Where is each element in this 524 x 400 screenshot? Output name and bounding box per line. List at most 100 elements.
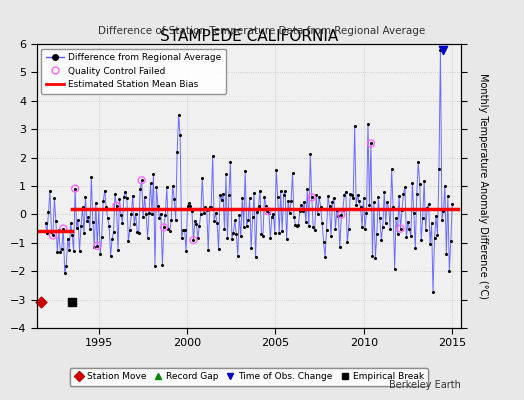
Point	[358, 224, 366, 230]
Point	[263, 208, 271, 214]
Point	[324, 193, 332, 200]
Point	[257, 231, 266, 238]
Point	[349, 194, 357, 201]
Point	[182, 247, 190, 254]
Point	[93, 243, 102, 249]
Point	[145, 210, 153, 216]
Point	[37, 299, 45, 306]
Point	[127, 210, 136, 217]
Point	[291, 222, 300, 228]
Point	[115, 196, 124, 202]
Point	[151, 263, 159, 269]
Point	[340, 192, 348, 198]
Point	[43, 230, 51, 236]
Point	[421, 227, 430, 233]
Point	[171, 217, 180, 223]
Point	[146, 180, 155, 186]
Point	[351, 122, 359, 129]
Point	[374, 194, 383, 201]
Point	[112, 203, 121, 209]
Point	[302, 219, 310, 226]
Point	[135, 230, 143, 236]
Point	[297, 202, 305, 208]
Point	[278, 228, 287, 234]
Point	[263, 208, 271, 214]
Point	[166, 228, 174, 235]
Point	[376, 215, 384, 221]
Point	[110, 229, 118, 235]
Point	[102, 204, 111, 210]
Point	[49, 232, 57, 239]
Point	[222, 171, 230, 178]
Point	[226, 159, 235, 166]
Point	[61, 270, 69, 276]
Point	[320, 239, 328, 245]
Point	[74, 217, 82, 223]
Point	[370, 199, 378, 206]
Point	[126, 227, 134, 233]
Point	[402, 234, 411, 240]
Point	[117, 212, 125, 218]
Point	[387, 166, 396, 172]
Point	[403, 218, 412, 225]
Point	[189, 237, 198, 243]
Point	[45, 209, 53, 215]
Point	[247, 245, 255, 252]
Point	[80, 230, 88, 236]
Point	[448, 201, 456, 207]
Point	[225, 192, 233, 198]
Point	[198, 175, 206, 181]
Point	[353, 192, 362, 199]
Point	[207, 204, 215, 210]
Point	[50, 195, 59, 202]
Point	[119, 194, 128, 200]
Point	[123, 195, 131, 202]
Point	[405, 226, 413, 232]
Point	[416, 180, 424, 187]
Point	[328, 199, 336, 205]
Point	[160, 224, 168, 230]
Point	[333, 206, 341, 213]
Point	[299, 208, 307, 214]
Point	[173, 149, 181, 155]
Point	[140, 194, 149, 200]
Point	[423, 205, 431, 212]
Point	[399, 191, 408, 198]
Point	[248, 214, 257, 221]
Point	[174, 112, 183, 118]
Point	[417, 237, 425, 244]
Point	[211, 210, 220, 216]
Point	[308, 194, 316, 200]
Point	[337, 212, 345, 218]
Point	[398, 207, 406, 213]
Point	[334, 213, 343, 220]
Point	[330, 194, 338, 201]
Point	[67, 220, 75, 226]
Point	[439, 208, 447, 214]
Point	[377, 236, 386, 243]
Point	[136, 186, 145, 192]
Point	[52, 218, 60, 224]
Point	[364, 120, 372, 127]
Point	[232, 231, 241, 237]
Point	[121, 189, 129, 195]
Point	[342, 188, 350, 195]
Y-axis label: Monthly Temperature Anomaly Difference (°C): Monthly Temperature Anomaly Difference (…	[478, 73, 488, 299]
Point	[368, 253, 377, 259]
Point	[436, 46, 445, 53]
Point	[219, 191, 227, 198]
Point	[229, 230, 237, 236]
Point	[433, 232, 442, 239]
Point	[223, 235, 232, 241]
Point	[438, 217, 446, 223]
Point	[274, 194, 282, 200]
Point	[311, 227, 319, 234]
Point	[114, 246, 122, 253]
Point	[217, 197, 226, 203]
Point	[268, 214, 276, 220]
Point	[270, 229, 279, 236]
Title: STAMPEDE CALIFORNIA: STAMPEDE CALIFORNIA	[160, 29, 338, 44]
Point	[187, 203, 195, 210]
Point	[411, 244, 420, 251]
Point	[214, 246, 223, 252]
